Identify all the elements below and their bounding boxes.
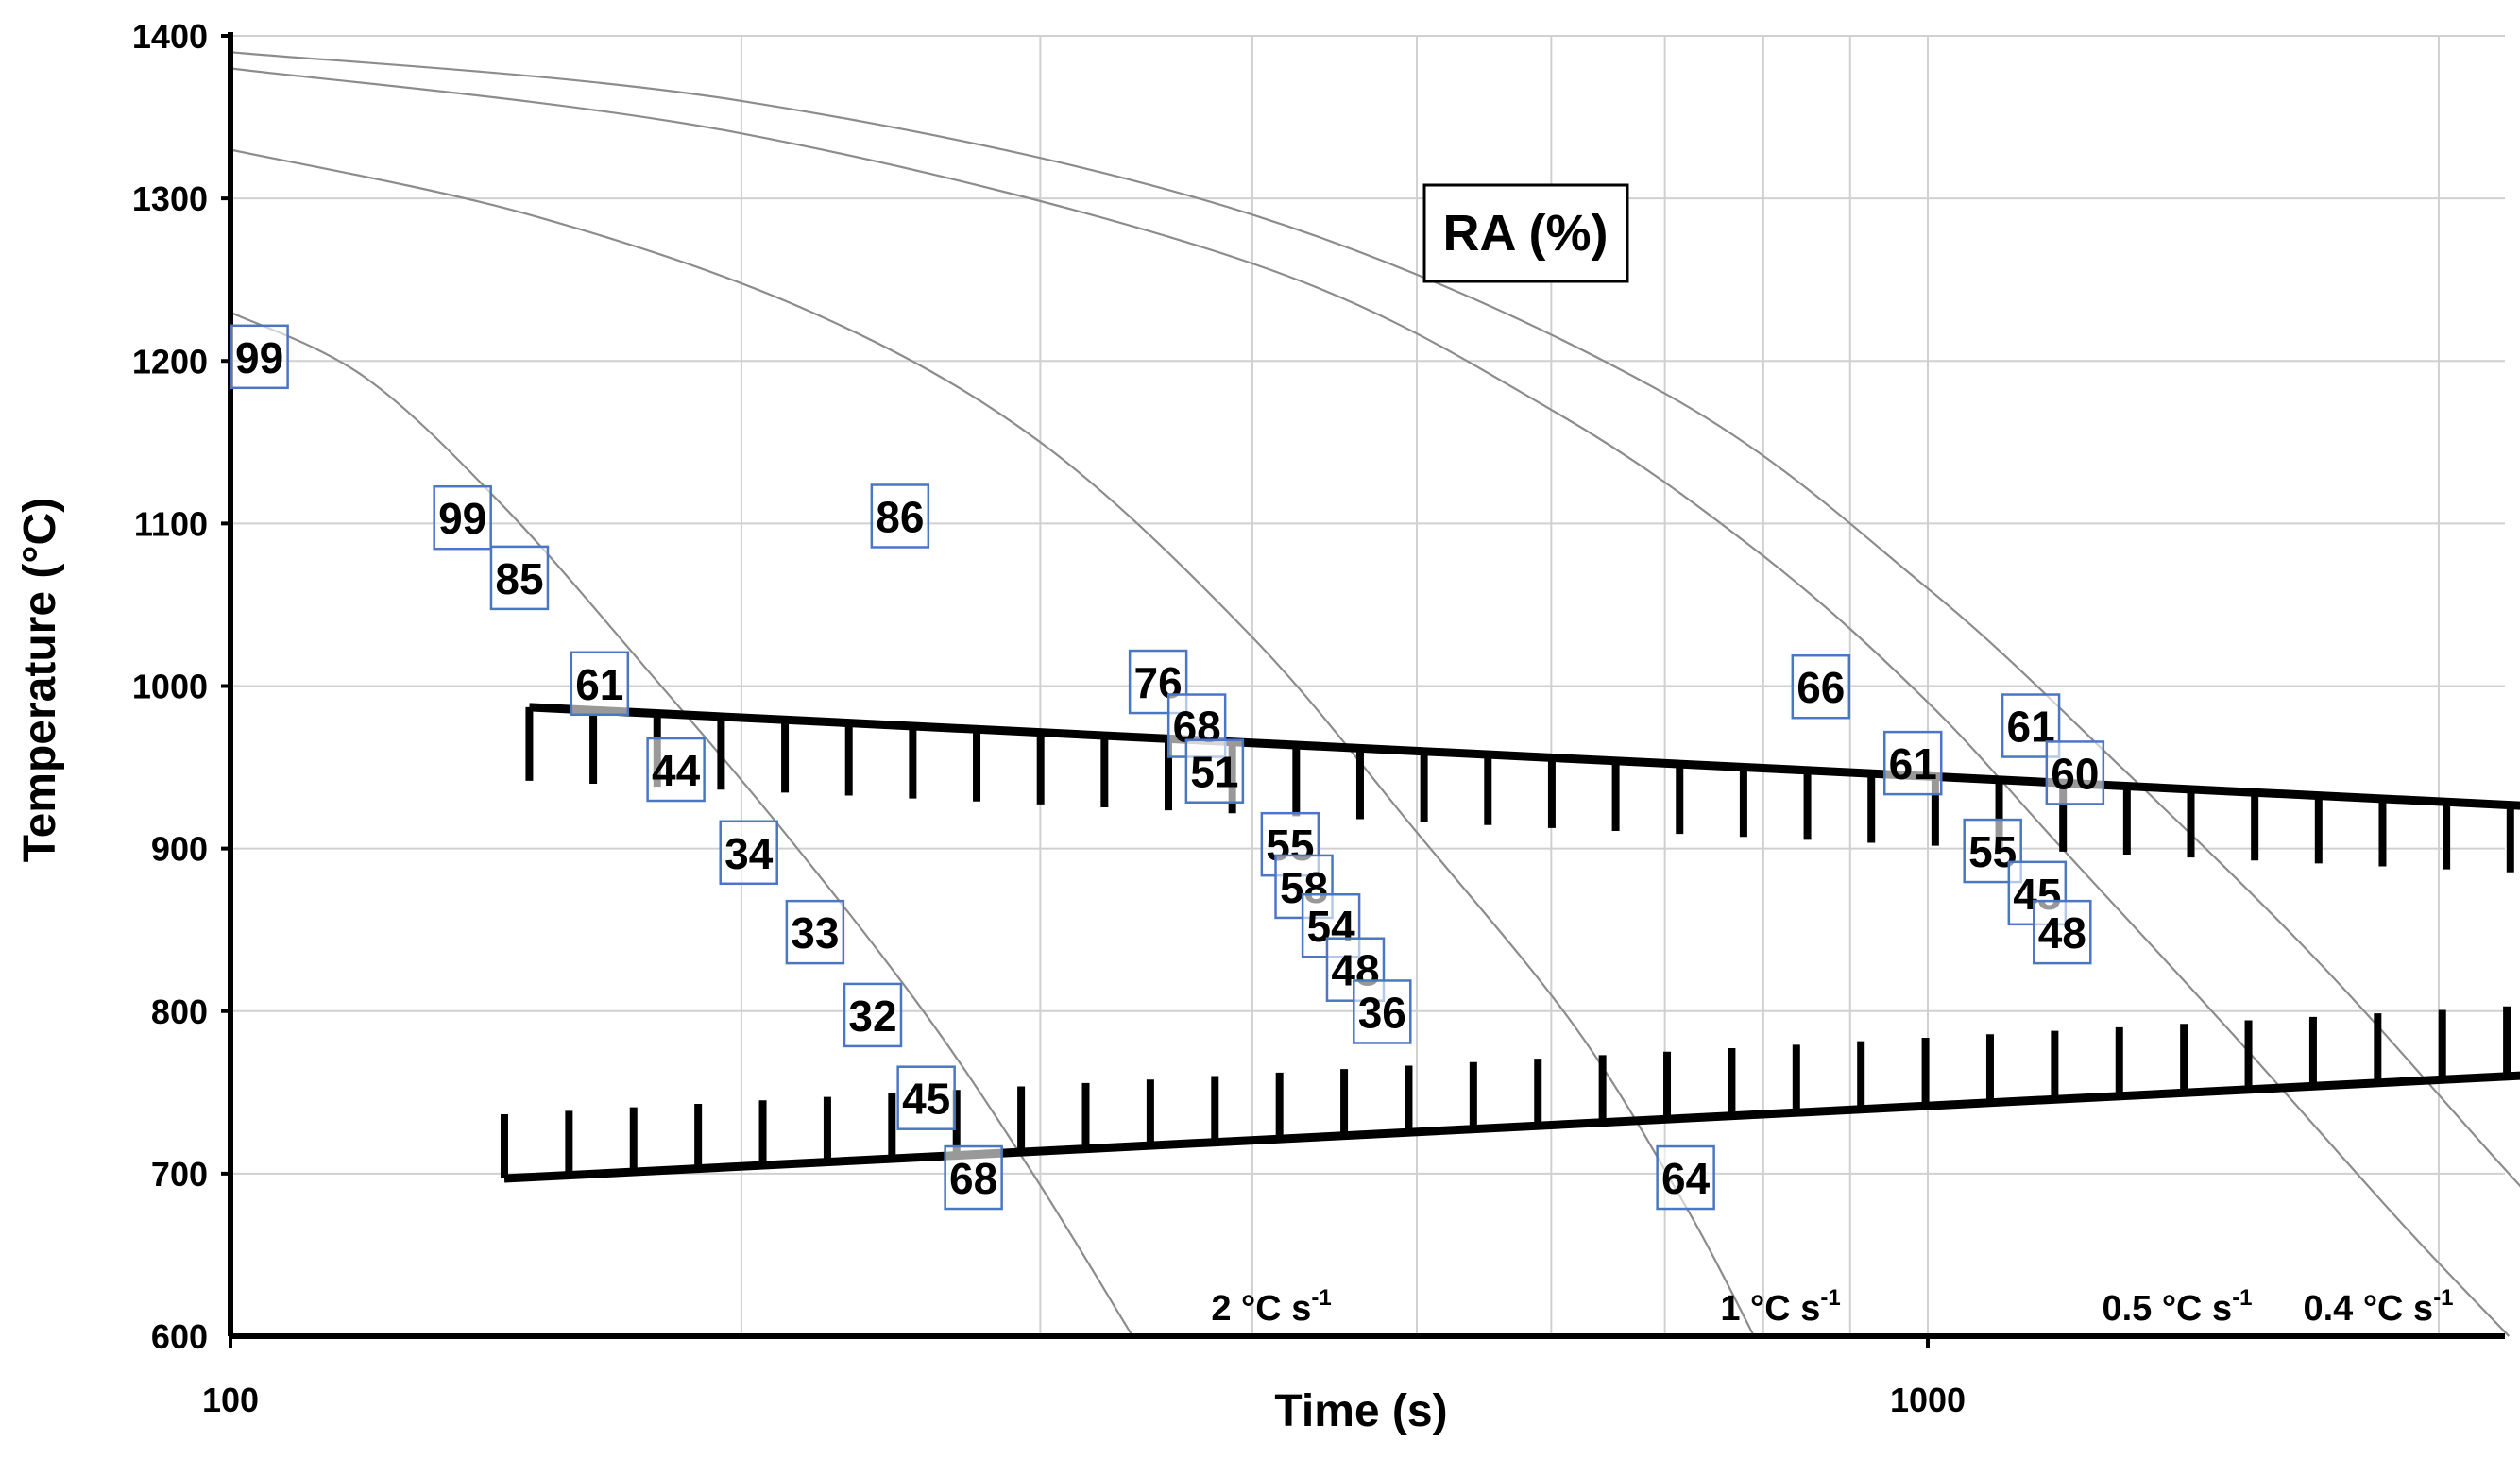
cooling-curve [230,51,2520,1188]
ra-value-text: 48 [2038,908,2086,958]
ra-value-box [944,1144,1003,1211]
cooling-rate-label: 0.4 °C s-1 [2303,1285,2453,1329]
ra-value: 64 [1656,1144,1715,1211]
x-tick-label: 1000 [1890,1381,1966,1419]
ra-title-annotation: RA (%) [1422,183,1629,283]
ra-value: 61 [1882,730,1943,796]
ra-value-box [1882,730,1943,796]
y-tick-label: 800 [151,992,208,1031]
ra-value-box [489,545,550,611]
ra-value-text: 68 [949,1154,997,1203]
ra-value-text: 51 [1190,748,1238,797]
ra-value-box [1184,738,1245,804]
ra-value-labels: 9999856144343332456886766851555854483664… [230,324,2105,1211]
ra-value-box [570,651,630,717]
ra-value: 33 [785,899,845,965]
ra-value-text: 61 [575,660,623,709]
ra-value: 99 [433,484,492,551]
ra-value-box [870,483,930,549]
y-tick-label: 1400 [132,17,208,56]
y-tick-label: 1100 [134,504,208,543]
ra-value-text: 33 [791,908,839,958]
y-tick-label: 1300 [132,179,208,218]
ra-value: 61 [570,651,630,717]
ra-value-text: 66 [1796,663,1845,712]
axes: 1400 1300 1200 1100 1000 900 800 700 600 100 1000 [132,17,2505,1419]
ra-value-text: 99 [438,494,486,543]
ra-value: 86 [870,483,930,549]
cooling-rate-label: 0.5 °C s-1 [2102,1285,2252,1329]
lower-band [503,1071,2520,1183]
x-tick-label: 100 [202,1381,259,1419]
ra-value-box [843,982,903,1048]
y-tick-label: 900 [151,830,208,869]
ra-value-text: 85 [495,554,543,603]
ra-value: 60 [2045,740,2105,805]
upper-band [529,703,2520,810]
y-tick-label: 1000 [132,668,208,706]
ra-value: 36 [1353,979,1412,1044]
cooling-rate-labels: 2 °C s-1 1 °C s-1 0.5 °C s-1 0.4 °C s-1 [1211,1285,2453,1329]
ra-value-text: 64 [1661,1154,1711,1203]
ra-value-text: 32 [848,992,896,1041]
ra-value-text: 44 [652,746,701,795]
cooling-curve [230,148,1755,1337]
ra-value: 58 [1274,854,1334,920]
cooling-rate-label: 2 °C s-1 [1211,1285,1331,1329]
ra-value: 66 [1791,653,1851,720]
ra-value-text: 45 [902,1075,950,1124]
ra-value: 44 [646,737,706,803]
ra-value: 32 [843,982,903,1048]
ra-value-box [896,1065,956,1130]
ra-value-box [2045,740,2105,805]
ra-value-text: 34 [724,829,774,878]
y-axis-title: Temperature (°C) [15,498,65,862]
ra-value-box [433,484,492,551]
ra-value-box [1353,979,1412,1044]
x-axis-title: Time (s) [1274,1386,1447,1436]
y-tick-label: 600 [151,1317,208,1356]
ra-value-text: 86 [876,492,924,541]
ra-value-text: 99 [235,333,283,382]
ra-value-text: 60 [2051,749,2099,798]
ra-value: 45 [896,1065,956,1130]
cooling-rate-label: 1 °C s-1 [1720,1285,1840,1329]
ra-value-box [1656,1144,1715,1211]
ra-value-box [785,899,845,965]
ra-value-text: 36 [1358,988,1406,1037]
ra-value-box [2033,899,2092,965]
y-tick-label: 1200 [132,342,208,381]
cooling-curve [230,67,2511,1337]
ra-value: 51 [1184,738,1245,804]
ra-title: RA (%) [1443,205,1609,262]
ra-value: 34 [719,820,778,886]
ra-value: 99 [230,324,289,390]
ra-value-text: 61 [1889,739,1937,788]
ra-value: 85 [489,545,550,611]
ra-value-box [646,737,706,803]
ra-value-box [719,820,778,886]
ra-value: 68 [944,1144,1003,1211]
ra-value-box [230,324,289,390]
ra-value-box [1791,653,1851,720]
y-tick-label: 700 [151,1155,208,1194]
ra-value: 48 [2033,899,2092,965]
